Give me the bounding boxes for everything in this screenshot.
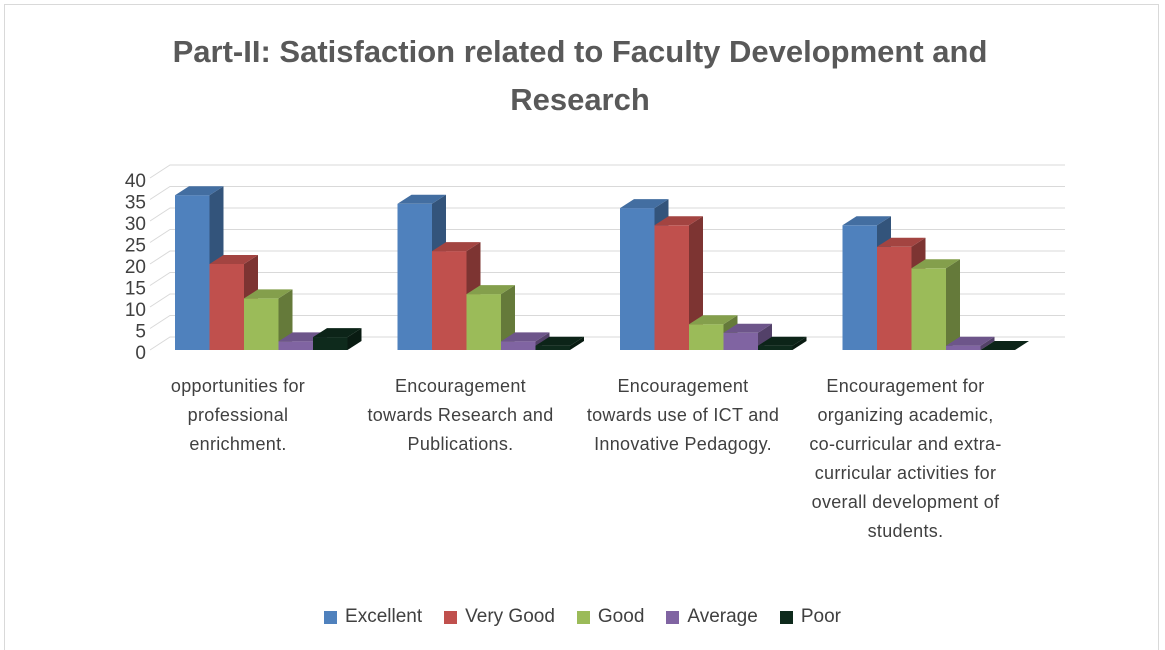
bar-top <box>946 336 995 346</box>
bar-front <box>313 337 348 350</box>
bar-top <box>466 285 515 295</box>
bar-top <box>209 255 258 264</box>
bar-front <box>535 345 570 350</box>
bar <box>209 255 258 350</box>
legend-item: Good <box>576 606 645 628</box>
bar-top <box>397 194 446 204</box>
y-tick-label: 15 <box>125 279 146 300</box>
bar-front <box>877 246 912 350</box>
legend-label: Good <box>597 606 645 627</box>
bar-front <box>689 324 724 350</box>
y-tick-label: 40 <box>125 171 146 192</box>
bar <box>535 336 584 350</box>
chart-border <box>4 4 1159 650</box>
x-tick-label: Encouragement towards use of ICT and Inn… <box>586 376 780 454</box>
bar <box>313 328 362 350</box>
x-tick-label: Encouragement for organizing academic, c… <box>809 376 1002 541</box>
bar-front <box>466 294 501 350</box>
bar-top <box>535 336 584 346</box>
bar <box>946 336 995 350</box>
bar <box>466 285 515 350</box>
bar-front <box>175 195 210 350</box>
y-tick-label: 0 <box>135 343 146 364</box>
bar-front <box>723 332 758 350</box>
bar-top <box>877 237 926 247</box>
legend-swatch <box>444 610 458 624</box>
bar-front <box>432 251 467 350</box>
bar-side <box>946 259 960 350</box>
legend: Excellent Very Good Good Average Poor <box>0 606 1165 628</box>
bar-front <box>620 208 655 350</box>
grid-line <box>149 207 1065 222</box>
bar-top <box>723 323 772 333</box>
legend-swatch <box>576 610 590 624</box>
bar-side <box>347 328 362 350</box>
legend-item: Average <box>666 606 758 628</box>
bar <box>758 336 807 350</box>
chart-title: Part-II: Satisfaction related to Faculty… <box>172 34 988 117</box>
bar-front <box>946 345 981 350</box>
grid-line <box>149 315 1065 329</box>
grid-line <box>149 186 1065 200</box>
bar-top <box>980 341 1029 350</box>
y-tick-label: 30 <box>125 214 146 235</box>
bar <box>654 216 703 350</box>
bar <box>980 341 1029 350</box>
y-tick-label: 35 <box>125 193 146 214</box>
bar-side <box>501 285 515 350</box>
bar-front <box>911 268 946 350</box>
bar-front <box>278 341 313 350</box>
grid-line <box>149 164 1065 179</box>
bar-top <box>842 216 891 226</box>
bar-side <box>792 336 807 350</box>
bar-front <box>397 203 432 350</box>
y-tick-label: 25 <box>125 236 146 257</box>
x-tick-label: Encouragement towards Research and Publi… <box>367 376 554 454</box>
bar <box>911 259 960 350</box>
bar-front <box>654 225 689 350</box>
legend-label: Poor <box>800 606 841 627</box>
bar-top <box>432 242 481 252</box>
y-tick-label: 5 <box>135 322 146 343</box>
bar-front <box>501 341 536 350</box>
bar-top <box>689 315 738 325</box>
grid-line <box>149 293 1065 308</box>
legend-swatch <box>666 610 680 624</box>
y-tick-label: 10 <box>125 300 146 321</box>
bar-top <box>501 332 550 342</box>
legend-swatch <box>324 610 338 624</box>
legend-label: Very Good <box>465 606 555 627</box>
bar-side <box>570 336 584 350</box>
grid-line <box>149 229 1065 243</box>
bar-front <box>244 298 279 350</box>
legend-label: Excellent <box>345 606 423 627</box>
legend-item: Poor <box>779 606 841 628</box>
y-tick-label: 20 <box>125 257 146 278</box>
grid-line <box>149 272 1065 286</box>
legend-swatch <box>779 610 793 624</box>
bar-top <box>313 328 362 338</box>
bar-top <box>758 336 807 346</box>
legend-label: Average <box>687 606 758 627</box>
legend-item: Excellent <box>324 606 422 628</box>
bar-front <box>758 345 793 350</box>
bar-top <box>654 216 703 226</box>
grid-line <box>149 250 1065 265</box>
bar-top <box>620 199 669 209</box>
bar-top <box>911 259 960 269</box>
bar-front <box>209 264 244 350</box>
legend-item: Very Good <box>444 606 555 628</box>
x-tick-label: opportunities for professional enrichmen… <box>170 376 306 454</box>
bar-side <box>980 336 995 350</box>
bar-top <box>244 289 293 299</box>
bar-top <box>175 186 224 196</box>
bar-side <box>689 216 703 350</box>
bar-front <box>842 225 877 350</box>
bar <box>723 323 772 350</box>
